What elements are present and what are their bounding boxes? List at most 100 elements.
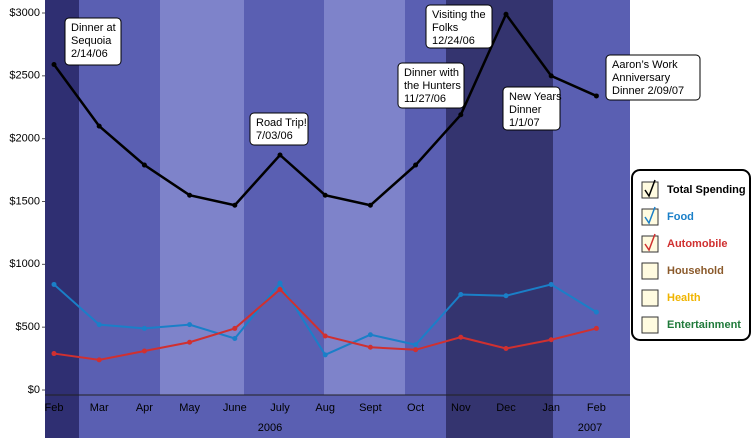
point <box>232 202 238 208</box>
y-tick-label: $1000 <box>9 258 40 270</box>
annotation-text: Sequoia <box>71 35 112 47</box>
point <box>141 162 147 168</box>
legend: Total Spending Food Automobile Household Hea… <box>631 169 751 341</box>
point <box>503 11 509 17</box>
point <box>367 332 373 338</box>
year-label: 2006 <box>258 422 282 434</box>
annotation-text: Folks <box>432 22 459 34</box>
point <box>232 335 238 341</box>
point <box>367 202 373 208</box>
legend-checkbox[interactable] <box>641 262 659 280</box>
y-tick-label: $1500 <box>9 195 40 207</box>
legend-checkbox[interactable] <box>641 181 659 199</box>
point <box>593 309 599 315</box>
x-tick-label: Dec <box>496 402 516 414</box>
annotation-text: Dinner with <box>404 67 459 79</box>
bands <box>45 0 630 438</box>
band <box>244 0 324 395</box>
point <box>458 291 464 297</box>
annotation-box <box>425 4 493 49</box>
annotation-text: New Years <box>509 91 562 103</box>
point <box>232 325 238 331</box>
point <box>51 351 57 357</box>
x-tick-label: Mar <box>90 402 109 414</box>
legend-checkbox[interactable] <box>641 208 659 226</box>
band <box>553 395 630 438</box>
band <box>79 395 446 438</box>
point <box>548 73 554 79</box>
point <box>593 93 599 99</box>
annotation: Road Trip!7/03/06 <box>249 112 309 146</box>
annotation-box <box>397 62 465 109</box>
x-tick-label: Aug <box>315 402 335 414</box>
legend-label: Entertainment <box>667 319 741 331</box>
point <box>322 192 328 198</box>
point <box>413 342 419 348</box>
annotation-text: Road Trip! <box>256 117 307 129</box>
y-tick-label: $2500 <box>9 70 40 82</box>
annotation-box <box>249 112 309 146</box>
point <box>458 334 464 340</box>
point <box>277 280 283 286</box>
y-tick-label: $3000 <box>9 7 40 19</box>
annotation-text: the Hunters <box>404 80 461 92</box>
x-tick-label: Oct <box>407 402 424 414</box>
x-tick-label: May <box>179 402 200 414</box>
point <box>51 62 57 68</box>
point <box>458 112 464 118</box>
point <box>96 123 102 129</box>
point <box>548 281 554 287</box>
legend-checkbox[interactable] <box>641 316 659 334</box>
point <box>503 346 509 352</box>
legend-checkbox[interactable] <box>641 235 659 253</box>
band <box>45 0 79 438</box>
annotation-text: Dinner 2/09/07 <box>612 85 684 97</box>
point <box>277 152 283 158</box>
x-tick-label: Feb <box>587 402 606 414</box>
annotation-text: 11/27/06 <box>404 93 446 105</box>
annotation-text: 2/14/06 <box>71 48 108 60</box>
point <box>141 325 147 331</box>
legend-label: Health <box>667 292 701 304</box>
point <box>322 352 328 358</box>
legend-label: Household <box>667 265 724 277</box>
point <box>548 337 554 343</box>
point <box>187 322 193 328</box>
y-tick-label: $0 <box>28 384 40 396</box>
annotation-box <box>605 54 701 101</box>
annotation-text: 7/03/06 <box>256 130 293 142</box>
legend-label: Food <box>667 211 694 223</box>
annotation-box <box>64 17 122 66</box>
x-tick-label: Jan <box>542 402 560 414</box>
legend-check <box>644 206 656 225</box>
legend-label: Automobile <box>667 238 728 250</box>
legend-box <box>631 169 751 341</box>
annotation-box <box>502 86 561 131</box>
point <box>96 357 102 363</box>
band <box>405 0 446 395</box>
year-label: 2007 <box>578 422 602 434</box>
point <box>503 293 509 299</box>
point <box>413 347 419 353</box>
annotation-text: Visiting the <box>432 9 486 21</box>
point <box>322 333 328 339</box>
legend-checkbox[interactable] <box>641 289 659 307</box>
x-tick-label: Feb <box>45 402 64 414</box>
point <box>96 322 102 328</box>
x-tick-label: Nov <box>451 402 471 414</box>
x-tick-label: July <box>270 402 290 414</box>
annotation-text: Dinner at <box>71 22 116 34</box>
point <box>187 339 193 345</box>
annotation-text: 12/24/06 <box>432 35 475 47</box>
annotation-text: Dinner <box>509 104 542 116</box>
point <box>277 286 283 292</box>
y-tick-label: $500 <box>16 321 40 333</box>
x-tick-label: Sept <box>359 402 382 414</box>
x-tick-label: Apr <box>136 402 153 414</box>
